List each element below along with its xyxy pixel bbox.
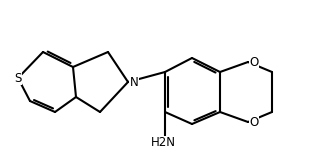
Text: S: S xyxy=(14,71,22,84)
Text: H2N: H2N xyxy=(150,137,175,150)
Text: O: O xyxy=(249,115,259,128)
Text: N: N xyxy=(130,75,138,89)
Text: O: O xyxy=(249,55,259,69)
